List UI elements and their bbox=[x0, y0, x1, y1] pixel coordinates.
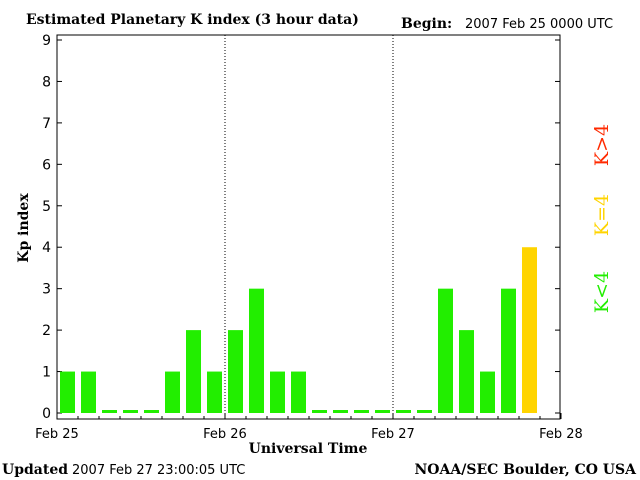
begin-label: Begin: bbox=[401, 16, 452, 32]
x-tick-label: Feb 26 bbox=[203, 427, 247, 442]
kp-bar bbox=[459, 330, 474, 413]
kp-bar bbox=[123, 410, 138, 413]
kp-bar bbox=[375, 410, 390, 413]
y-axis-label: Kp index bbox=[16, 193, 32, 263]
y-tick-label: 7 bbox=[42, 116, 51, 132]
kp-bar bbox=[501, 288, 516, 413]
kp-bar bbox=[522, 247, 537, 413]
kp-bar bbox=[228, 330, 243, 413]
plot-frame bbox=[56, 34, 561, 420]
kp-bar bbox=[312, 410, 327, 413]
y-tick-label: 2 bbox=[42, 323, 51, 339]
kp-bar bbox=[291, 371, 306, 413]
y-tick-label: 4 bbox=[42, 240, 51, 256]
x-tick-label: Feb 27 bbox=[371, 427, 415, 442]
begin-value: 2007 Feb 25 0000 UTC bbox=[465, 17, 613, 32]
kp-bar bbox=[333, 410, 348, 413]
kp-bar bbox=[207, 371, 222, 413]
y-tick-label: 6 bbox=[42, 157, 51, 173]
updated-value: 2007 Feb 27 23:00:05 UTC bbox=[72, 463, 245, 478]
kp-bar bbox=[144, 410, 159, 413]
kp-bar bbox=[186, 330, 201, 413]
x-axis: Feb 25 Feb 26 Feb 27 Feb 28 bbox=[35, 413, 583, 442]
bars bbox=[60, 247, 537, 413]
kp-bar bbox=[60, 371, 75, 413]
kp-bar bbox=[354, 410, 369, 413]
y-tick-label: 8 bbox=[42, 74, 51, 90]
kp-bar bbox=[438, 288, 453, 413]
kp-bar bbox=[249, 288, 264, 413]
kp-bar bbox=[396, 410, 411, 413]
y-tick-label: 3 bbox=[42, 282, 51, 298]
x-tick-label: Feb 28 bbox=[539, 427, 583, 442]
kp-bar bbox=[417, 410, 432, 413]
x-axis-label: Universal Time bbox=[249, 441, 368, 457]
y-axis: 0 1 2 3 4 5 6 7 8 9 bbox=[42, 33, 560, 422]
legend-equal-label: K=4 bbox=[591, 194, 613, 236]
chart-title: Estimated Planetary K index (3 hour data… bbox=[26, 12, 359, 28]
legend-high-label: K>4 bbox=[591, 124, 613, 166]
y-tick-label: 9 bbox=[42, 33, 51, 49]
day-dividers bbox=[224, 35, 394, 419]
y-tick-label: 0 bbox=[42, 406, 51, 422]
kp-bar bbox=[81, 371, 96, 413]
kp-bar bbox=[165, 371, 180, 413]
source-credit: NOAA/SEC Boulder, CO USA bbox=[415, 462, 638, 478]
updated-label: Updated bbox=[2, 462, 68, 478]
legend-low-label: K<4 bbox=[591, 271, 613, 313]
kp-bar bbox=[102, 410, 117, 413]
x-tick-label: Feb 25 bbox=[35, 427, 79, 442]
y-tick-label: 5 bbox=[42, 199, 51, 215]
y-tick-label: 1 bbox=[42, 365, 51, 381]
kp-bar bbox=[480, 371, 495, 413]
kp-bar bbox=[270, 371, 285, 413]
